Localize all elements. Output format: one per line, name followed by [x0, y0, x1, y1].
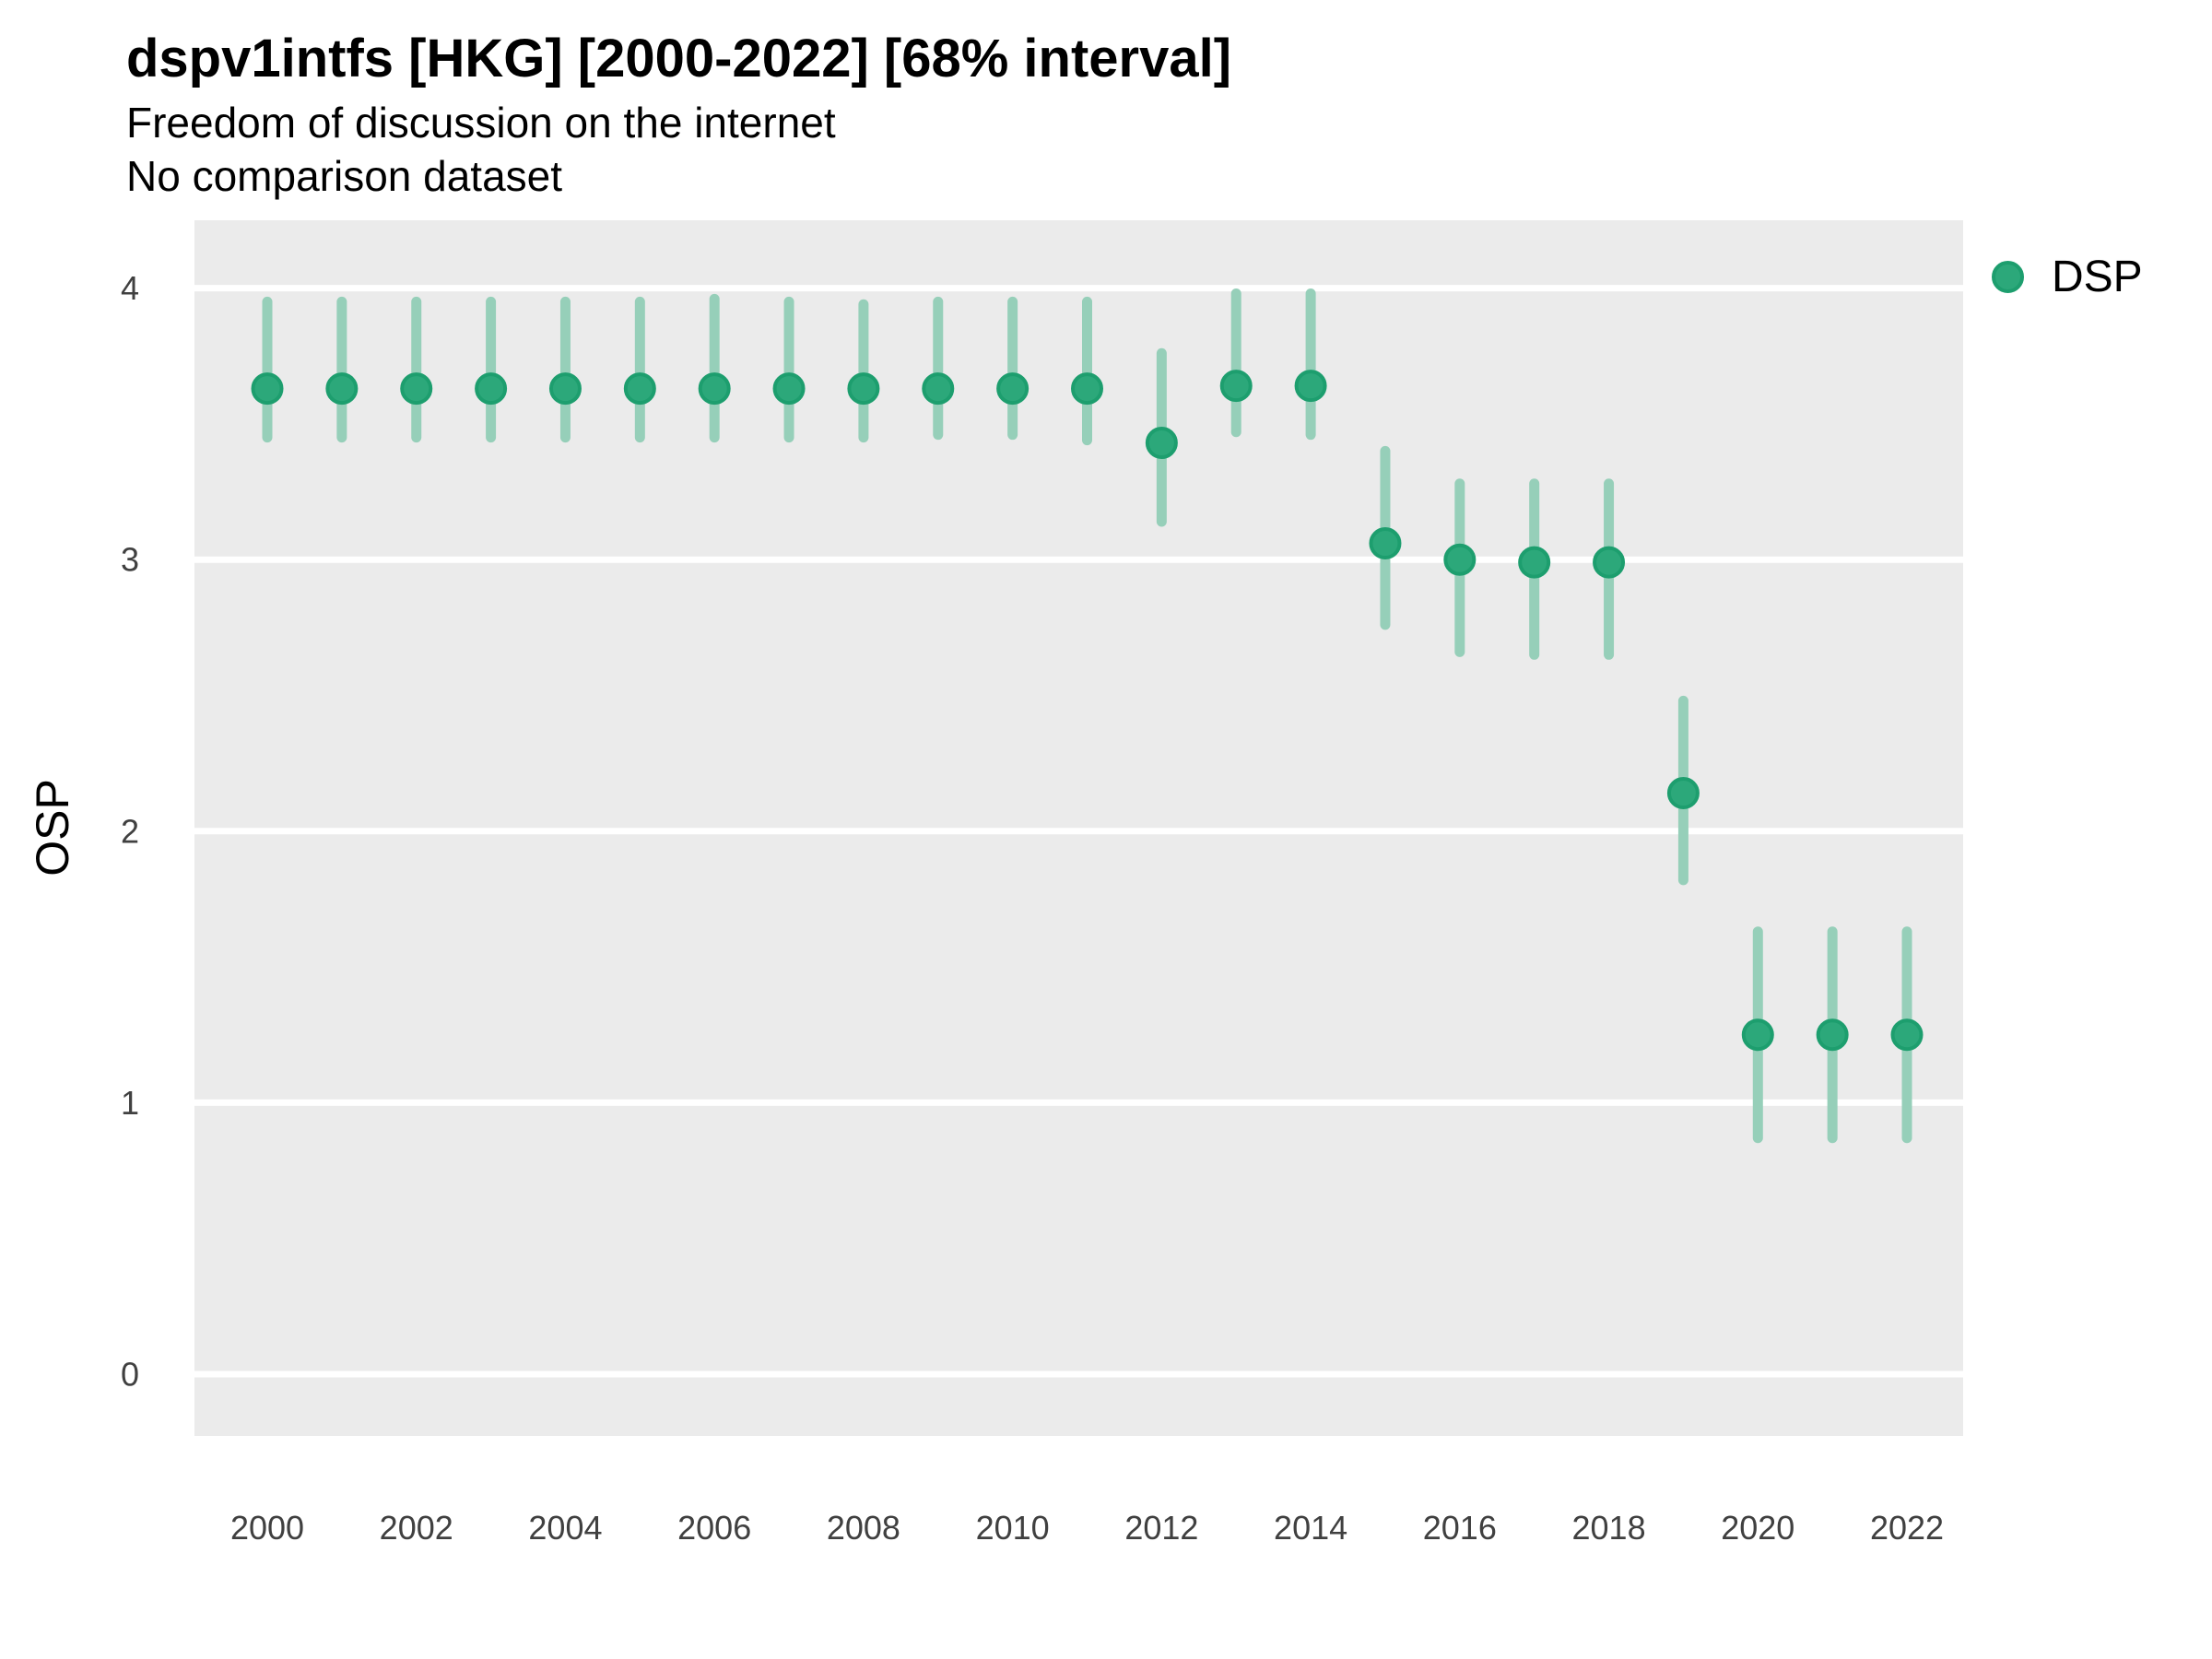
- point-2018: [1593, 546, 1626, 579]
- point-2022: [1890, 1018, 1924, 1052]
- x-tick-label-2004: 2004: [528, 1509, 602, 1547]
- point-2015: [1369, 527, 1402, 560]
- y-tick-label-4: 4: [121, 269, 139, 307]
- y-tick-label-0: 0: [121, 1356, 139, 1394]
- x-tick-label-2002: 2002: [380, 1509, 453, 1547]
- point-2004: [548, 372, 582, 406]
- x-tick-label-2012: 2012: [1124, 1509, 1198, 1547]
- x-tick-label-2000: 2000: [230, 1509, 304, 1547]
- point-2010: [996, 372, 1030, 406]
- point-2012: [1145, 427, 1178, 460]
- x-tick-label-2022: 2022: [1870, 1509, 1944, 1547]
- point-2007: [772, 372, 806, 406]
- x-tick-label-2008: 2008: [827, 1509, 900, 1547]
- point-2021: [1816, 1018, 1849, 1052]
- chart-title: dspv1intfs [HKG] [2000-2022] [68% interv…: [126, 29, 1232, 88]
- point-2009: [922, 372, 955, 406]
- point-2006: [698, 372, 731, 406]
- legend-label-dsp: DSP: [2052, 252, 2143, 301]
- x-tick-label-2020: 2020: [1721, 1509, 1794, 1547]
- chart-note: No comparison dataset: [126, 152, 563, 200]
- y-tick-label-1: 1: [121, 1084, 139, 1122]
- x-tick-label-2018: 2018: [1572, 1509, 1646, 1547]
- point-2013: [1219, 370, 1253, 403]
- point-2000: [251, 372, 284, 406]
- chart-subtitle: Freedom of discussion on the internet: [126, 99, 836, 147]
- x-tick-label-2010: 2010: [976, 1509, 1050, 1547]
- point-2005: [623, 372, 656, 406]
- x-tick-label-2014: 2014: [1274, 1509, 1347, 1547]
- point-2001: [325, 372, 359, 406]
- point-2002: [400, 372, 433, 406]
- x-tick-label-2006: 2006: [677, 1509, 751, 1547]
- point-2008: [847, 372, 880, 406]
- legend-point-icon: [1992, 260, 2024, 293]
- point-2020: [1741, 1018, 1774, 1052]
- point-2017: [1518, 546, 1551, 579]
- point-2014: [1294, 370, 1327, 403]
- point-2011: [1071, 372, 1104, 406]
- point-2019: [1666, 777, 1700, 810]
- x-tick-label-2016: 2016: [1423, 1509, 1497, 1547]
- point-2016: [1443, 543, 1477, 576]
- point-2003: [475, 372, 508, 406]
- legend: DSP: [1992, 247, 2143, 306]
- y-tick-label-2: 2: [121, 812, 139, 850]
- y-tick-label-3: 3: [121, 541, 139, 579]
